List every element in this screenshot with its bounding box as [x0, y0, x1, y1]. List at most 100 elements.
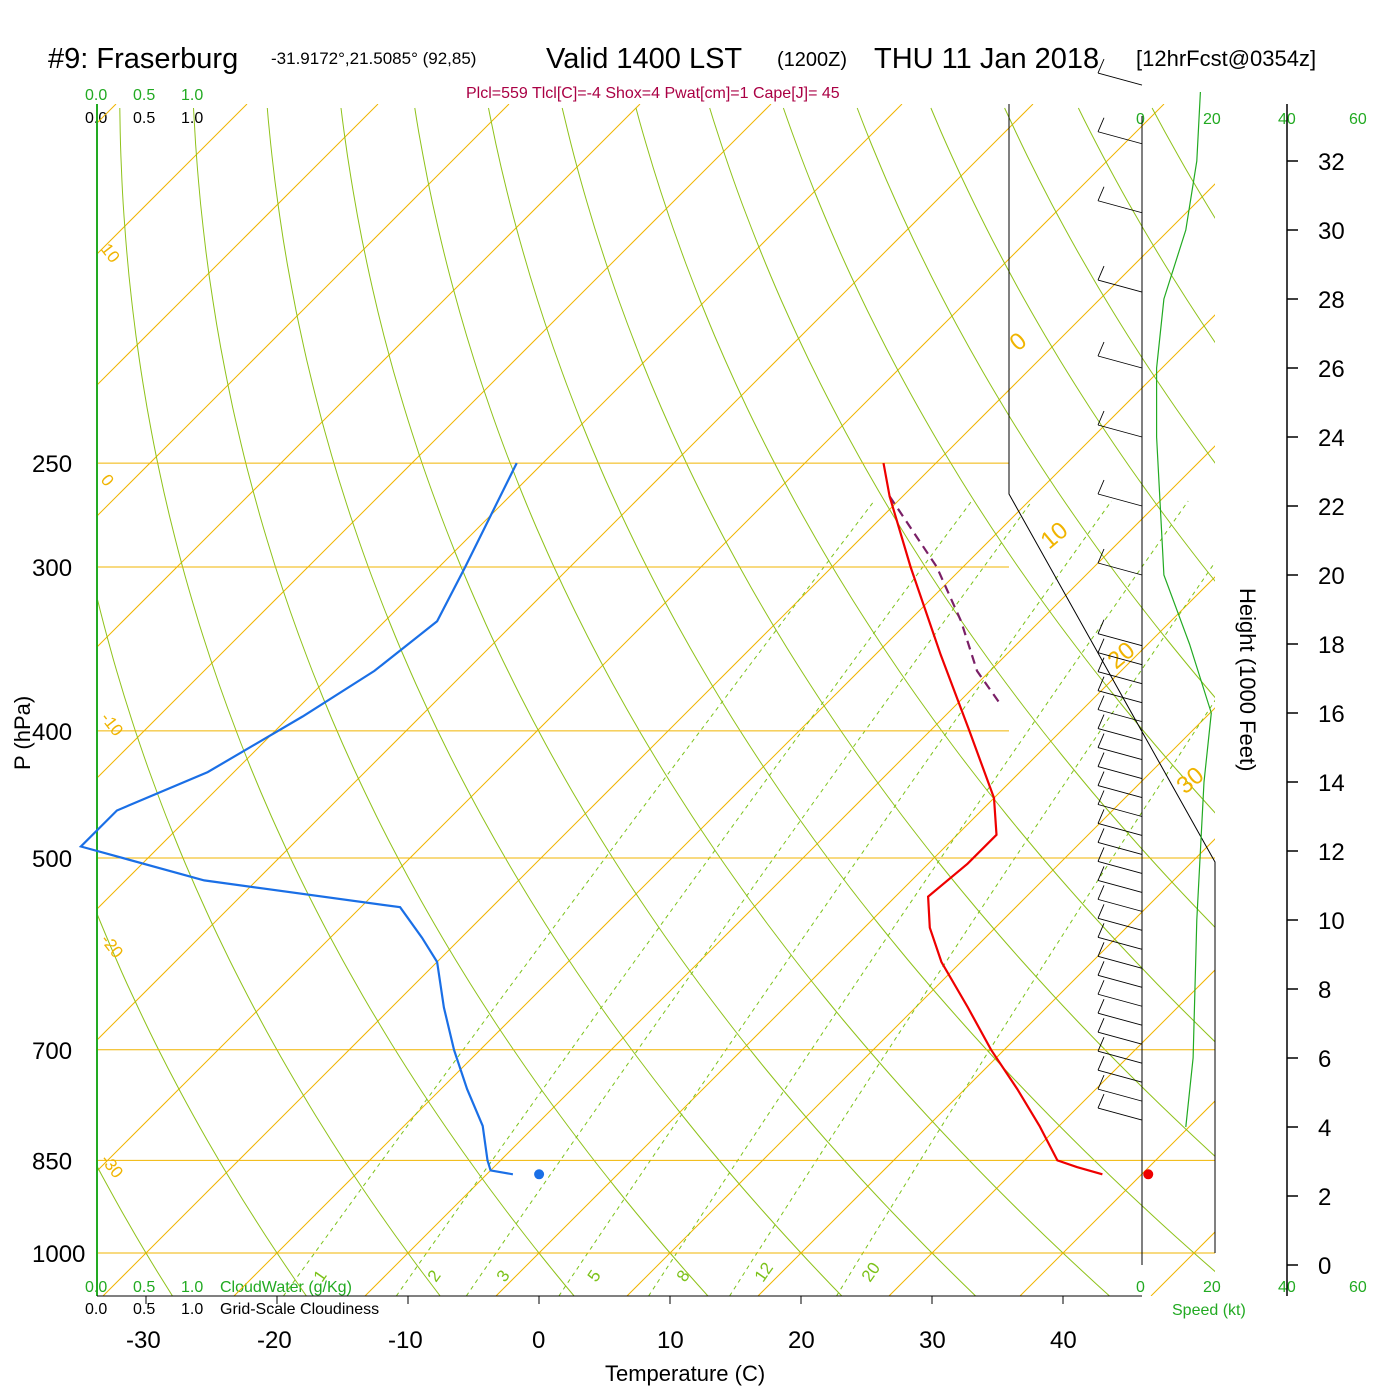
height-tick-label: 20	[1318, 563, 1345, 590]
pressure-tick-label: 1000	[32, 1241, 85, 1268]
wind-barb	[1097, 1069, 1143, 1083]
height-tick-label: 6	[1318, 1046, 1331, 1073]
title-date: THU 11 Jan 2018	[874, 43, 1099, 75]
wind-barb	[1097, 917, 1143, 931]
wind-barb-flag	[1097, 695, 1105, 710]
mixing-ratio-line	[465, 500, 1033, 1296]
mixing-ratio-line	[836, 699, 1215, 1296]
pressure-tick-label: 700	[32, 1038, 72, 1065]
height-tick-label: 32	[1318, 149, 1345, 176]
wind-barb	[1097, 652, 1143, 666]
wind-speed-trace	[1155, 91, 1212, 1128]
cloud-scale-top: 0.0 0.5 1.0 0.0 0.5 1.0	[85, 87, 203, 127]
cloudiness-label: Grid-Scale Cloudiness	[220, 1301, 379, 1318]
wind-barb-flag	[1097, 1093, 1105, 1109]
plot-frame	[96, 104, 1288, 1297]
indices-text: Plcl=559 Tlcl[C]=-4 Shox=4 Pwat[cm]=1 Ca…	[466, 85, 840, 102]
height-tick-label: 16	[1318, 701, 1345, 728]
title-valid: Valid 1400 LST	[546, 43, 742, 75]
dry-adiabat-line	[193, 107, 709, 1296]
cloud-scale-bottom-green-1: 0.5	[133, 1279, 155, 1296]
x-axis-label: Temperature (C)	[605, 1361, 765, 1386]
parcel-trace	[888, 495, 1000, 703]
mixing-ratio-label: 5	[584, 1267, 605, 1286]
sounding-traces	[78, 462, 1154, 1180]
wind-barb	[1097, 200, 1143, 214]
temperature-tick-label: 20	[788, 1327, 815, 1354]
title-forecast: [12hrFcst@0354z]	[1136, 46, 1316, 71]
isotherm-line	[1150, 1231, 1215, 1296]
title-utc: (1200Z)	[777, 49, 847, 71]
wind-barb	[1097, 709, 1143, 723]
wind-barb	[1097, 974, 1143, 988]
isotherm-line	[364, 445, 1215, 1296]
mixing-ratio-label: 20	[858, 1259, 884, 1285]
wind-barb	[1097, 936, 1143, 950]
height-tick-label: 26	[1318, 356, 1345, 383]
wind-barb	[1097, 1050, 1143, 1064]
wind-barb-flag	[1097, 548, 1105, 564]
dry-adiabat-line	[97, 912, 307, 1296]
wind-barb	[1097, 842, 1143, 855]
temperature-tick-label: 40	[1050, 1327, 1077, 1354]
wind-barb-flag	[1097, 847, 1105, 862]
mixing-ratio-line	[729, 561, 1215, 1296]
speed-tick-bottom-1: 20	[1203, 1279, 1221, 1296]
wind-barb	[1097, 671, 1143, 685]
wind-barb	[1097, 1012, 1143, 1026]
wind-barb	[1097, 72, 1143, 86]
temperature-tick-label: 30	[919, 1327, 946, 1354]
wind-barb-flag	[1097, 186, 1105, 201]
cloudwater-label: CloudWater (g/Kg)	[220, 1279, 352, 1296]
temperature-tick-label: -30	[126, 1327, 161, 1354]
dry-adiabat-line	[1004, 107, 1215, 464]
wind-barb	[1097, 633, 1143, 647]
isotherm-label: 0	[97, 471, 118, 490]
mixing-ratio-line	[395, 500, 973, 1296]
dry-adiabat-line	[414, 107, 1110, 1296]
wind-barb-flag	[1097, 265, 1105, 281]
dry-adiabat-line	[97, 595, 441, 1296]
dry-adiabat-line	[488, 107, 1215, 1273]
mixing-ratio-label: 2	[424, 1267, 445, 1286]
dry-adiabat-line	[266, 107, 843, 1296]
isotherm-line	[757, 838, 1215, 1296]
mixing-ratio-label: 8	[673, 1267, 694, 1286]
cloud-scale-black-2: 1.0	[181, 110, 203, 127]
wind-barb-flag	[1097, 885, 1105, 900]
background-lines	[97, 104, 1400, 1296]
temperature-tick-label: 10	[657, 1327, 684, 1354]
cloud-scale-green-1: 0.5	[133, 87, 155, 104]
wind-barb-flag	[1097, 980, 1105, 995]
height-axis-label: Height (1000 Feet)	[1235, 588, 1260, 771]
mixing-ratio-label: 3	[493, 1267, 514, 1286]
cloud-scale-bottom: 0.0 0.5 1.0 CloudWater (g/Kg) 0.0 0.5 1.…	[85, 1279, 379, 1318]
wind-barb-flag	[1097, 752, 1105, 767]
temperature-tick-label: -20	[257, 1327, 292, 1354]
wind-barb	[1097, 1031, 1143, 1045]
isotherm-line	[97, 104, 772, 779]
isotherm-line	[97, 104, 379, 386]
wind-barb	[1097, 955, 1143, 969]
cloud-scale-bottom-black-0: 0.0	[85, 1301, 107, 1318]
isotherm-label: -10	[97, 709, 127, 740]
cloud-scale-green-0: 0.0	[85, 87, 107, 104]
height-tick-label: 22	[1318, 494, 1345, 521]
wind-barb-flag	[1097, 999, 1105, 1014]
wind-barb-flag	[1097, 619, 1105, 634]
wind-barb-flag	[1097, 923, 1105, 938]
wind-barb	[1097, 424, 1143, 438]
height-tick-label: 28	[1318, 287, 1345, 314]
plot-boundary-line	[1008, 104, 1216, 1253]
isotherm-line	[97, 104, 641, 648]
isotherm-label: 10	[97, 240, 124, 267]
mixing-ratio-line	[282, 500, 875, 1296]
wind-barb	[1097, 1107, 1143, 1121]
dry-adiabat-line	[340, 107, 976, 1296]
isotherm-line	[1282, 104, 1400, 1296]
wind-barb-flag	[1097, 479, 1105, 495]
height-tick-label: 0	[1318, 1253, 1331, 1280]
